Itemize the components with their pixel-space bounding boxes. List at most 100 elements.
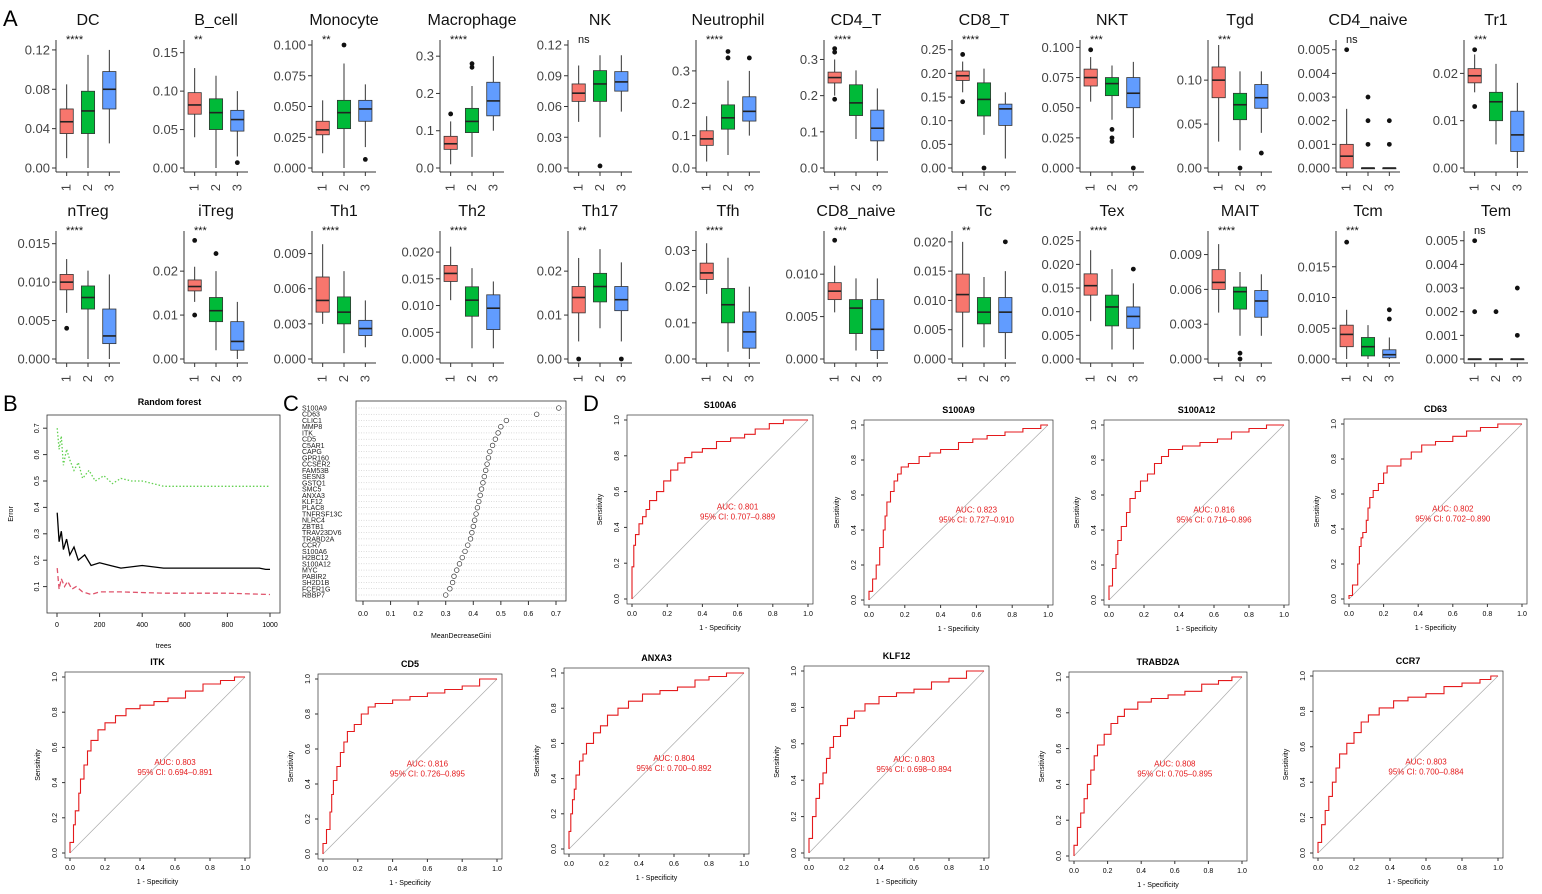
y-tick-label: 0.100 [273,38,306,53]
x-tick-label: 0.2 [1103,868,1113,875]
boxplot-title: Th1 [330,203,358,220]
outlier-point [1472,104,1478,109]
y-tick-label: 0.4 [1300,777,1307,787]
x-axis-label: 1 - Specificity [876,879,918,886]
y-tick-label: 0.8 [1056,708,1063,718]
x-axis-label: 1 - Specificity [137,879,179,886]
y-tick-label: 0.003 [1425,281,1458,296]
y-tick-label: 0.8 [52,707,59,717]
roc-title: S100A9 [942,405,975,415]
boxplot-title: Tgd [1226,12,1254,29]
y-tick-label: 0.000 [1041,352,1074,367]
plot-frame [46,414,281,614]
box-group-1 [955,273,970,313]
x-tick-label: 3 [1253,184,1268,191]
box-group-3 [1126,306,1141,329]
gini-point-MMP8 [498,424,504,430]
box-group-2 [976,297,992,325]
ci-label: 95% CI: 0.700–0.892 [636,764,712,773]
y-tick-label: 0.7 [34,423,41,433]
roc-title: KLF12 [883,651,911,661]
y-tick-label: 0.006 [273,281,306,296]
x-tick-label: 0.4 [936,612,946,619]
outlier-point [341,42,347,48]
x-tick-label: 3 [613,184,628,191]
x-tick-label: 1 [1211,184,1226,191]
y-tick-label: 0.01 [153,308,178,323]
gini-point-TRAV23DV6 [469,530,475,536]
outlier-point [1237,165,1243,171]
outlier-point [469,61,475,67]
y-tick-label: 0.2 [1056,815,1063,825]
x-tick-label: 1 [59,375,74,382]
y-tick-label: 0.4 [614,522,621,532]
box-group-1 [571,286,586,314]
gene-label-RBBP7: RBBP7 [302,593,325,600]
boxplot-cell-Tfh: Tfh 0.00 0.01 0.02 0.03 1 2 3 **** [665,203,760,382]
outlier-point [960,99,966,105]
x-tick-label: 3 [997,184,1012,191]
x-tick-label: 1.0 [1493,865,1503,872]
y-axis-label: Sensitivity [1039,750,1046,782]
boxplot-cell-Th2: Th2 0.000 0.005 0.010 0.015 0.020 1 2 3 **** [401,203,504,382]
x-tick-label: 2 [848,375,863,382]
y-tick-label: 0.0 [1331,594,1338,604]
gene-label-S100A6: S100A6 [302,549,327,556]
x-tick-label: 2 [208,184,223,191]
significance-label: **** [1218,225,1236,237]
x-tick-label: 1.0 [1517,611,1527,618]
boxplot-title: NK [589,12,612,29]
box-group-2 [720,288,736,324]
y-tick-label: 0.03 [665,243,690,258]
outlier-point [1365,141,1371,147]
gene-label-TRAV23DV6: TRAV23DV6 [302,530,342,537]
gene-label-FCER1G: FCER1G [302,586,330,593]
y-tick-label: 0.000 [401,352,434,367]
gene-label-PABIR2: PABIR2 [302,574,326,581]
x-tick-label: 1 [315,184,330,191]
gini-point-TNFRSF13C [473,511,479,517]
plot-frame [1068,671,1248,862]
y-tick-label: 0.5 [34,476,41,486]
y-tick-label: 0.001 [1425,328,1458,343]
y-tick-label: 0.6 [1300,742,1307,752]
y-tick-label: 0.6 [1056,744,1063,754]
outlier-point [192,237,198,243]
y-tick-label: 0.010 [1041,304,1074,319]
x-axis-label: 1 - Specificity [699,625,741,632]
y-tick-label: 0.0 [672,161,690,176]
box-group-1 [1211,66,1226,99]
gene-label-CD5: CD5 [302,437,316,444]
gene-label-NLRC4: NLRC4 [302,518,325,525]
x-tick-label: 0.2 [1379,611,1389,618]
gene-label-ZBTB1: ZBTB1 [302,524,324,531]
x-tick-label: 0.4 [388,866,398,873]
x-tick-label: 0.6 [1448,611,1458,618]
y-tick-label: 0.8 [1331,454,1338,464]
panel-d-roc-curves: S100A6 0.0 0.0 0.2 0.2 0.4 0.4 0.6 0.6 0.8 0.8 1.0 1… [35,400,1528,889]
outlier-point [618,356,624,362]
y-tick-label: 0.6 [851,490,858,500]
ci-label: 95% CI: 0.698–0.894 [876,765,952,774]
x-tick-label: 0.8 [768,611,778,618]
x-tick-label: 0.6 [909,865,919,872]
y-tick-label: 0.01 [665,315,690,330]
gini-point-ITK [495,430,501,436]
auc-label: AUC: 0.803 [1405,758,1447,767]
y-tick-label: 0.000 [785,352,818,367]
auc-label: AUC: 0.816 [1193,506,1235,515]
y-tick-label: 0.2 [791,812,798,822]
significance-label: **** [1090,225,1108,237]
box-group-1 [187,92,202,115]
y-tick-label: 0.4 [551,774,558,784]
y-tick-label: 0.12 [25,42,50,57]
boxplot-cell-Tex: Tex 0.000 0.005 0.010 0.015 0.020 0.025 1 2 3 **** [1041,203,1144,382]
boxplot-cell-B_cell: B_cell 0.00 0.05 0.10 0.15 1 2 3 ** [153,12,248,191]
y-tick-label: 0.02 [665,279,690,294]
gini-point-CAPG [487,448,493,455]
x-tick-label: 1.0 [1043,612,1053,619]
y-tick-label: 0.06 [537,99,562,114]
roc-plot-CD63: CD63 0.0 0.0 0.2 0.2 0.4 0.4 0.6 0.6 0.8 0.8 1.0 1.0… [1314,404,1528,632]
panel-c-gini-dotplot: S100A9CD63CLIC1MMP8ITKCD5C5AR1CAPGGPR160… [302,400,567,640]
